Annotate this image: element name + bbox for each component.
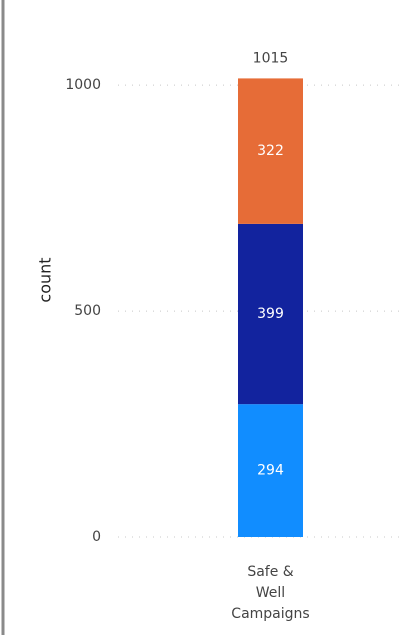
bar-segment [238,78,303,224]
data-label: 294 [257,463,284,479]
y-tick-label: 1000 [65,77,101,93]
data-label: 399 [257,306,284,322]
y-tick-label: 500 [74,303,101,319]
y-tick-label: 0 [92,529,101,545]
data-label: 322 [257,143,284,159]
bar-segment [238,404,303,537]
x-tick-label: Safe & Well Campaigns [231,564,310,622]
y-axis-label: count [36,257,55,302]
total-label: 1015 [253,50,289,66]
bar-segment [238,223,303,405]
